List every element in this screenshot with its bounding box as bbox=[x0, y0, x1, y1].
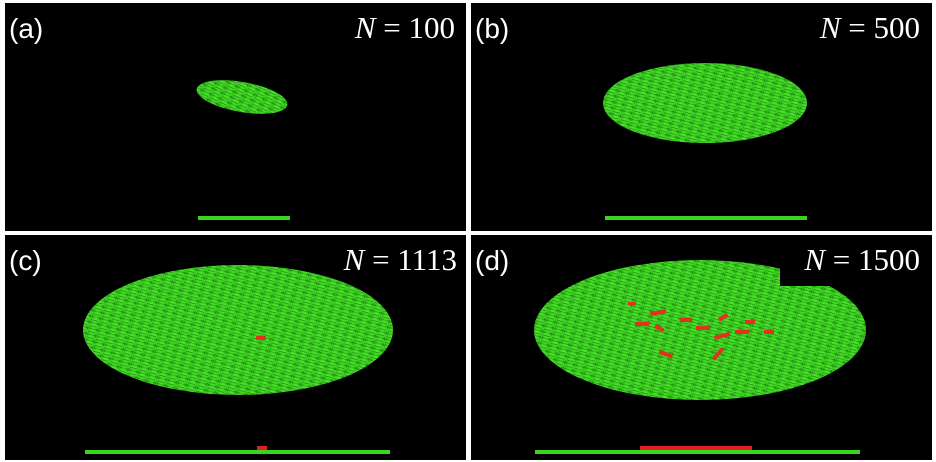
equals: = bbox=[383, 10, 400, 45]
count: 500 bbox=[874, 10, 921, 45]
symbol: N bbox=[803, 242, 827, 277]
red-rod bbox=[764, 330, 774, 334]
symbol: N bbox=[354, 10, 378, 45]
particle-count: N = 1500 bbox=[803, 242, 920, 277]
red-rod bbox=[640, 446, 752, 450]
equals: = bbox=[848, 10, 865, 45]
red-rod bbox=[696, 326, 710, 330]
particle-count: N = 100 bbox=[354, 10, 455, 45]
symbol: N bbox=[343, 242, 367, 277]
page: (a) (b) (c) (d) N = 100 N = 500 N = 1113… bbox=[0, 0, 936, 462]
figure: (a) (b) (c) (d) N = 100 N = 500 N = 1113… bbox=[0, 0, 936, 462]
panel-label: (a) bbox=[9, 13, 43, 44]
side-view bbox=[198, 216, 290, 220]
equals: = bbox=[833, 242, 850, 277]
red-rod bbox=[680, 318, 692, 322]
count: 1113 bbox=[397, 242, 457, 277]
side-view bbox=[535, 450, 860, 454]
particle-count: N = 500 bbox=[819, 10, 920, 45]
red-rod bbox=[635, 322, 649, 326]
red-rod bbox=[628, 302, 636, 305]
cluster bbox=[83, 265, 393, 395]
side-view bbox=[85, 450, 390, 454]
side-view bbox=[605, 216, 807, 220]
equals: = bbox=[372, 242, 389, 277]
count: 100 bbox=[409, 10, 456, 45]
particle-count: N = 1113 bbox=[343, 242, 457, 277]
panel-label: (c) bbox=[9, 245, 42, 276]
red-rod bbox=[257, 446, 267, 450]
cluster bbox=[603, 63, 807, 143]
count: 1500 bbox=[858, 242, 920, 277]
symbol: N bbox=[819, 10, 843, 45]
red-rod bbox=[745, 320, 755, 324]
red-rod bbox=[256, 336, 266, 340]
panel-label: (b) bbox=[475, 13, 509, 44]
panel-label: (d) bbox=[475, 245, 509, 276]
red-rod bbox=[735, 330, 749, 334]
